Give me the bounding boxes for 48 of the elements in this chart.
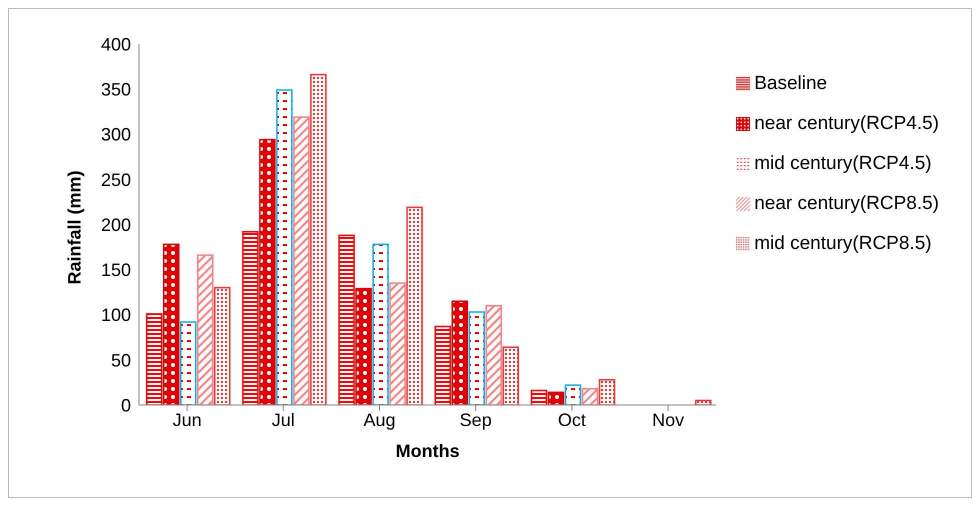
bar — [310, 74, 327, 405]
bar — [502, 346, 520, 405]
x-tick-label: Nov — [652, 410, 684, 430]
bar — [180, 321, 196, 405]
bar — [389, 282, 406, 405]
legend-label: mid century(RCP8.5) — [754, 233, 932, 254]
bar — [276, 89, 293, 405]
bar — [486, 304, 502, 405]
legend-label: near century(RCP4.5) — [754, 113, 939, 134]
bar — [146, 313, 162, 405]
y-axis-title: Rainfall (mm) — [64, 170, 84, 284]
bar — [582, 388, 598, 405]
y-tick-label: 150 — [100, 260, 131, 280]
y-tick-label: 400 — [100, 34, 131, 54]
x-tick-label: Jul — [272, 410, 295, 430]
y-tick-label: 350 — [100, 80, 131, 100]
bar — [338, 234, 355, 405]
y-tick-label: 50 — [110, 350, 131, 370]
legend-label: mid century(RCP4.5) — [754, 153, 932, 174]
bar — [530, 390, 548, 405]
bar — [468, 311, 486, 405]
bar — [406, 206, 423, 405]
bar — [598, 378, 616, 405]
legend-label: Baseline — [754, 73, 828, 94]
bar — [259, 138, 276, 405]
x-tick-label: Jun — [172, 410, 202, 430]
bar — [196, 254, 214, 405]
bar — [162, 244, 180, 405]
bar — [372, 244, 389, 405]
bar — [434, 326, 452, 405]
bar — [452, 300, 468, 405]
bar — [293, 116, 310, 405]
bar — [694, 400, 712, 405]
x-axis-title: Months — [396, 441, 460, 461]
y-tick-label: 250 — [100, 170, 131, 190]
y-tick-label: 0 — [120, 395, 131, 416]
bar — [355, 288, 372, 405]
bar — [548, 392, 564, 405]
x-tick-label: Sep — [460, 410, 492, 430]
x-tick-label: Oct — [558, 410, 586, 430]
y-tick-label: 100 — [100, 305, 131, 326]
y-tick-label: 200 — [100, 214, 131, 235]
bar — [214, 286, 230, 405]
y-tick-label: 300 — [100, 124, 131, 145]
x-tick-label: Aug — [363, 410, 396, 430]
legend-label: near century(RCP8.5) — [754, 193, 939, 214]
bar — [242, 230, 259, 405]
bar — [564, 384, 582, 405]
